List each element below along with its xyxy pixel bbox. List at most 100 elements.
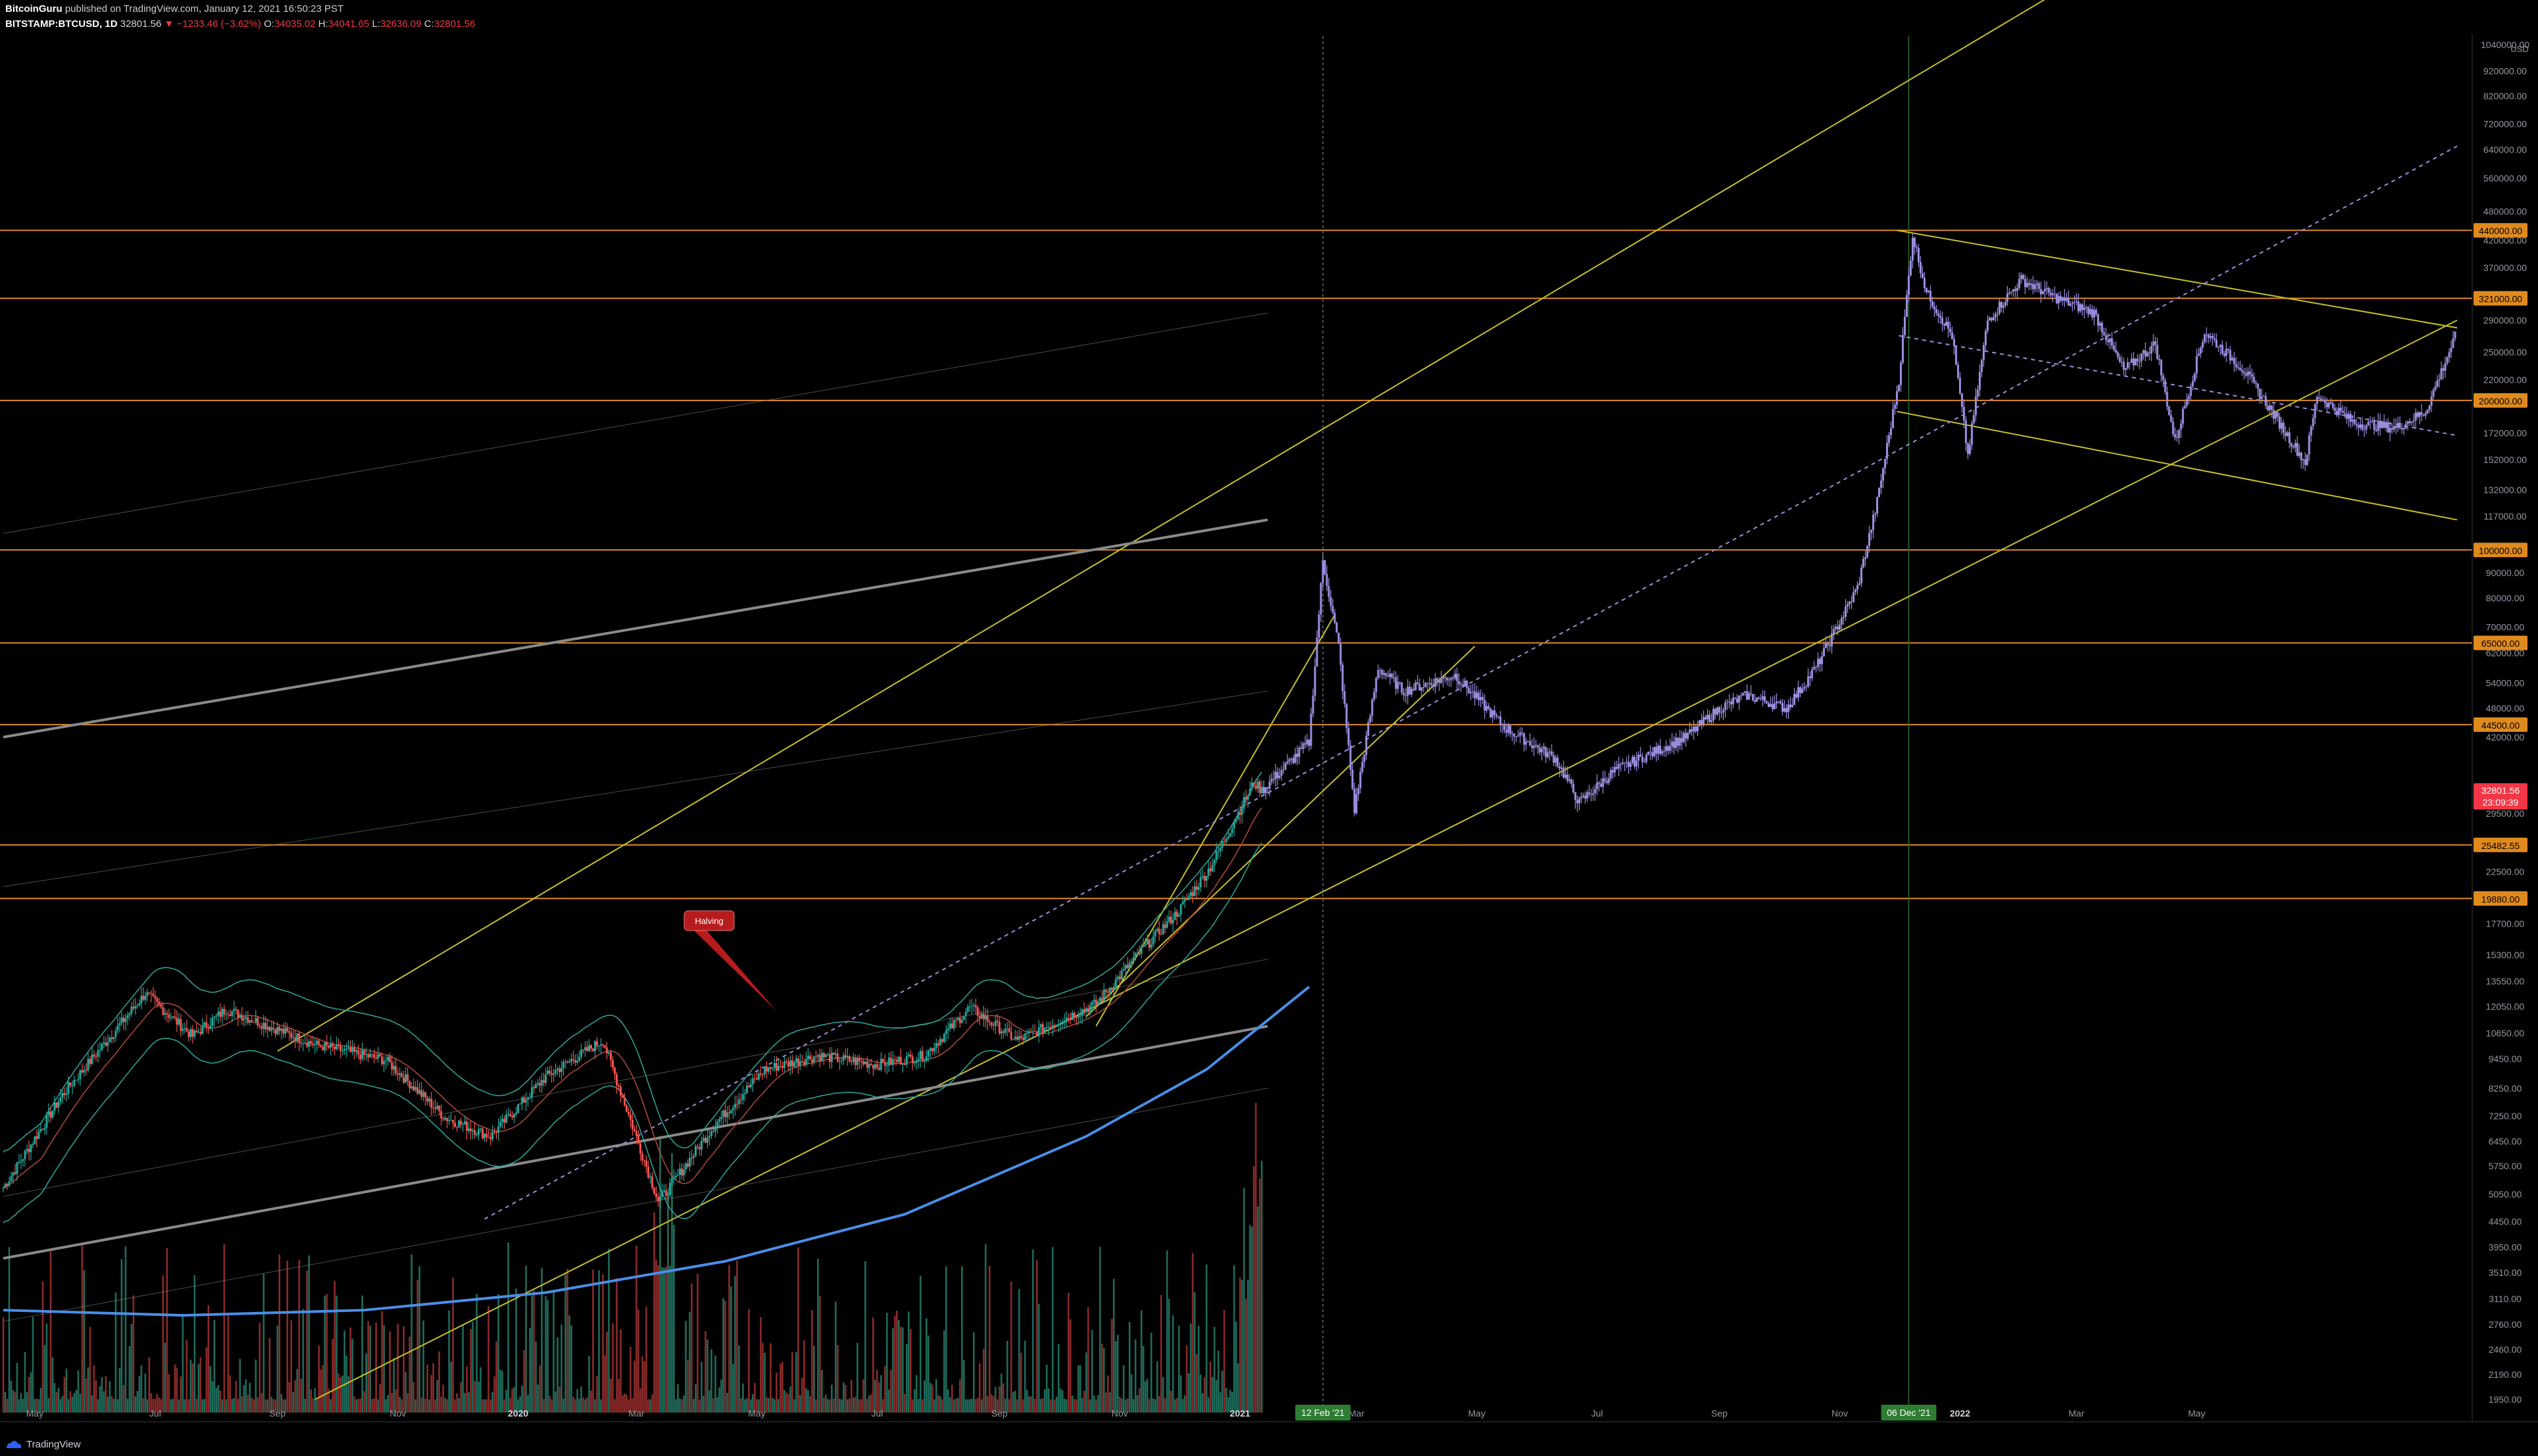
time-tick-label: Nov: [389, 1408, 406, 1419]
volume-bar: [71, 1396, 74, 1413]
price-axis[interactable]: 1040000.00920000.00820000.00720000.00640…: [2472, 34, 2538, 1422]
volume-bar: [974, 1399, 977, 1413]
volume-bar: [89, 1326, 91, 1413]
candle-body: [1420, 687, 1423, 691]
volume-bar: [2, 1317, 5, 1413]
time-tick-label: Sep: [991, 1408, 1008, 1419]
candle-body: [2335, 410, 2338, 416]
candle-body: [1639, 754, 1642, 757]
volume-bar: [580, 1386, 582, 1413]
candle-body: [1422, 687, 1425, 688]
time-tick-label: Jul: [1591, 1408, 1603, 1419]
volume-bar: [665, 1267, 667, 1413]
volume-bar: [939, 1396, 941, 1413]
symbol-label[interactable]: BITSTAMP:BTCUSD, 1D: [5, 18, 118, 30]
time-axis[interactable]: May Jul Sep Nov 2020 Mar May Jul Sep Nov 2021 Mar Ma…: [0, 1405, 2538, 1422]
candle-body: [2243, 372, 2245, 374]
candle-body: [45, 1115, 48, 1128]
volume-bar: [931, 1384, 933, 1413]
candle-body: [1883, 458, 1886, 468]
price-tick-label: 80000.00: [2486, 593, 2525, 603]
candle-body: [2389, 428, 2391, 433]
candle-body: [1951, 332, 1953, 339]
volume-bar: [742, 1383, 744, 1413]
candle-body: [1968, 445, 1971, 454]
volume-bar: [156, 1394, 159, 1413]
volume-bar: [823, 1397, 825, 1413]
candle-body: [103, 1042, 105, 1044]
candle-body: [785, 1061, 787, 1062]
candle-body: [1464, 680, 1466, 686]
candle-body: [290, 1032, 293, 1038]
volume-bar: [26, 1392, 28, 1413]
candle-body: [284, 1028, 287, 1034]
tradingview-footer[interactable]: TradingView: [5, 1435, 81, 1453]
candle-body: [1817, 658, 1820, 667]
candle-body: [2434, 386, 2437, 390]
level-price-badge: [2474, 223, 2527, 238]
time-tick-label: Sep: [269, 1408, 286, 1419]
candle-body: [2079, 304, 2081, 312]
candle-body: [737, 1099, 740, 1104]
volume-bar: [61, 1395, 64, 1413]
volume-bar: [1245, 1298, 1247, 1413]
candle-body: [822, 1053, 825, 1057]
candle-body: [1789, 704, 1792, 708]
candle-body: [2404, 424, 2407, 429]
volume-bar: [320, 1369, 322, 1413]
candle-body: [1282, 769, 1285, 771]
candle-body: [1247, 795, 1249, 800]
volume-bar: [339, 1377, 342, 1413]
time-tick-label: May: [1468, 1408, 1485, 1419]
volume-bar: [1156, 1361, 1158, 1413]
candle-body: [2071, 303, 2074, 304]
candle-body: [641, 1153, 643, 1161]
price-tick-label: 10650.00: [2486, 1028, 2525, 1038]
candle-body: [69, 1082, 72, 1086]
volume-bar: [416, 1279, 418, 1413]
candle-body: [2278, 416, 2281, 429]
candle-body: [702, 1138, 705, 1141]
volume-bar: [825, 1394, 827, 1413]
volume-bar: [109, 1381, 111, 1413]
candle-body: [1618, 764, 1620, 769]
volume-bar: [553, 1291, 555, 1413]
candle-body: [1266, 787, 1269, 789]
candle-body: [818, 1055, 821, 1061]
volume-bar: [1239, 1277, 1241, 1413]
candle-body: [895, 1059, 898, 1062]
candle-body: [958, 1017, 961, 1023]
candle-body: [836, 1054, 839, 1062]
volume-bar: [1087, 1307, 1089, 1413]
volume-bar: [97, 1399, 99, 1413]
candle-body: [1555, 757, 1557, 763]
candle-body: [584, 1047, 587, 1050]
candle-body: [2075, 301, 2078, 303]
candle-body: [2010, 291, 2012, 293]
volume-bar: [1118, 1396, 1121, 1413]
volume-bar: [559, 1386, 560, 1413]
volume-bar: [632, 1398, 634, 1413]
volume-bar: [562, 1398, 564, 1413]
candle-body: [1732, 697, 1735, 705]
close-label: C:: [424, 18, 434, 30]
candle-body: [1251, 782, 1253, 789]
volume-bar: [203, 1399, 206, 1413]
candle-body: [1416, 682, 1419, 685]
candle-body: [1673, 741, 1676, 748]
volume-bar: [588, 1355, 590, 1413]
volume-bar: [1128, 1322, 1131, 1413]
candle-body: [10, 1176, 12, 1182]
volume-bar: [709, 1390, 710, 1413]
candle-body: [1631, 756, 1634, 764]
volume-bar: [1148, 1399, 1151, 1413]
trend-line: [277, 0, 2045, 1052]
volume-bar: [958, 1379, 961, 1413]
candle-body: [308, 1041, 311, 1047]
candle-body: [2174, 434, 2176, 438]
candle-body: [2373, 422, 2376, 430]
candle-body: [1907, 276, 1910, 295]
volume-bar: [732, 1363, 734, 1413]
publisher-name[interactable]: BitcoinGuru: [5, 3, 62, 14]
